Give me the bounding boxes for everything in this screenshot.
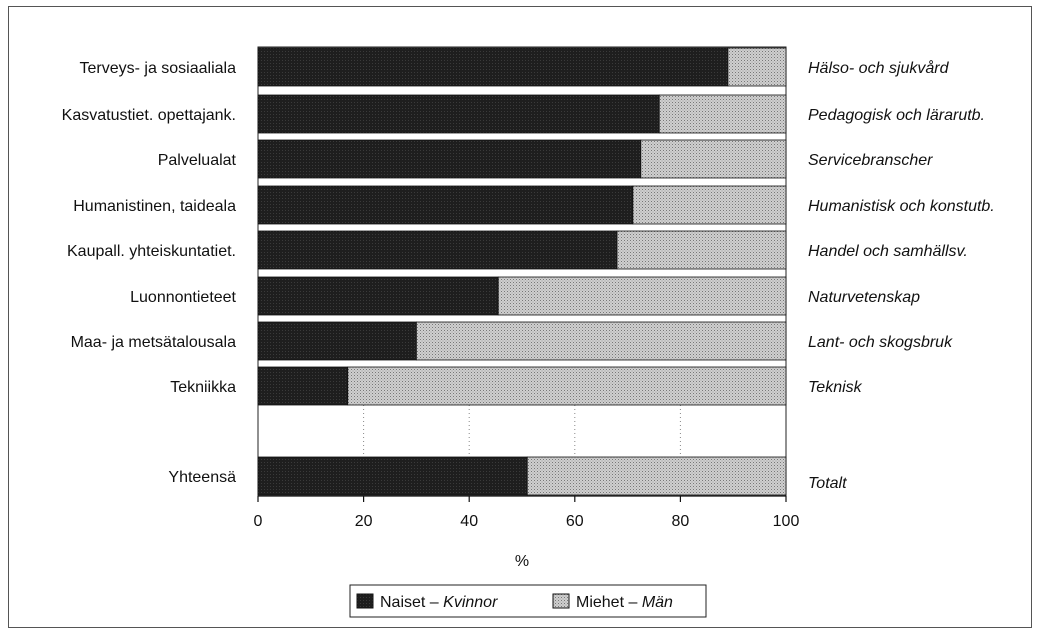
category-label-secondary: Totalt — [808, 475, 847, 492]
category-label-secondary: Servicebranscher — [808, 152, 933, 169]
bar-segment-women — [257, 94, 660, 134]
category-label-secondary: Pedagogisk och lärarutb. — [808, 107, 985, 124]
legend-label: Naiset – Kvinnor — [380, 594, 498, 611]
x-tick-label: 40 — [460, 513, 478, 530]
x-tick-label: 60 — [566, 513, 584, 530]
bar-segment-women — [257, 276, 499, 316]
bar-segment-women — [257, 321, 417, 361]
x-axis: 0 20 40 60 80 100 — [254, 495, 800, 530]
category-label-secondary: Humanistisk och konstutb. — [808, 198, 995, 215]
category-label-secondary: Handel och samhällsv. — [808, 243, 968, 260]
x-tick-label: 80 — [672, 513, 690, 530]
bar-segment-men — [497, 276, 787, 316]
bar-segment-women — [257, 230, 618, 270]
bar-segment-men — [415, 321, 787, 361]
category-label: Luonnontieteet — [130, 289, 236, 306]
category-label: Palvelualat — [158, 152, 237, 169]
category-label-secondary: Lant- och skogsbruk — [808, 334, 953, 351]
category-label: Terveys- ja sosiaaliala — [79, 60, 236, 77]
legend-label: Miehet – Män — [576, 594, 673, 611]
bar-segment-men — [616, 230, 787, 270]
legend-box — [349, 584, 707, 618]
category-label: Maa- ja metsätalousala — [71, 334, 237, 351]
category-label-secondary: Hälso- och sjukvård — [808, 59, 950, 77]
category-label: Yhteensä — [168, 469, 236, 486]
bar-segment-women — [257, 185, 634, 225]
labels-layer: Terveys- ja sosiaaliala Hälso- och sjukvå… — [62, 59, 995, 492]
bar-segment-men — [526, 456, 787, 496]
category-label-secondary: Naturvetenskap — [808, 289, 920, 306]
category-label: Humanistinen, taideala — [73, 198, 236, 215]
x-tick-label: 20 — [355, 513, 373, 530]
legend-swatch — [356, 593, 374, 609]
x-tick-label: 100 — [773, 513, 800, 530]
category-label: Tekniikka — [170, 379, 236, 396]
bar-segment-women — [257, 47, 729, 87]
bar-segment-women — [257, 456, 528, 496]
legend: Naiset – Kvinnor Miehet – Män — [349, 584, 707, 618]
legend-swatch — [552, 593, 570, 609]
category-label-secondary: Teknisk — [808, 379, 863, 396]
bar-segment-men — [640, 139, 787, 179]
category-label: Kasvatustiet. opettajank. — [62, 107, 236, 124]
bar-segment-women — [257, 139, 642, 179]
x-tick-label: 0 — [254, 513, 263, 530]
x-axis-title: % — [515, 553, 529, 570]
bar-segment-men — [658, 94, 787, 134]
bars-layer — [257, 47, 787, 496]
bar-segment-men — [632, 185, 787, 225]
category-label: Kaupall. yhteiskuntatiet. — [67, 243, 236, 260]
bar-segment-men — [727, 47, 787, 87]
bar-segment-men — [347, 366, 787, 406]
bar-segment-women — [257, 366, 349, 406]
